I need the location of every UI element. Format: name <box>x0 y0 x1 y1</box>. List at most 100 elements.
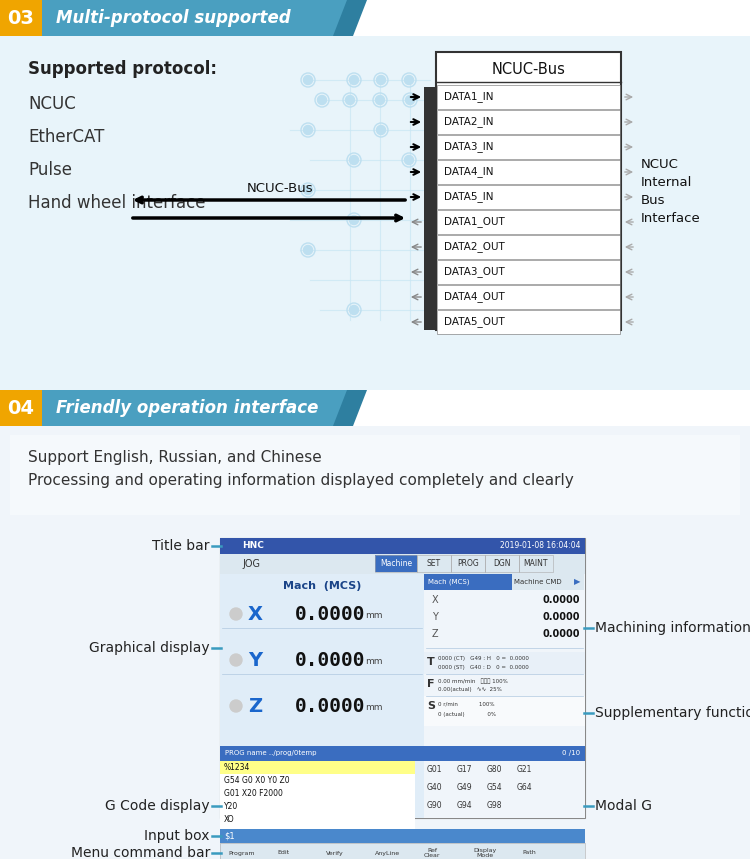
Text: ▶: ▶ <box>574 577 580 587</box>
Text: DATA5_IN: DATA5_IN <box>444 192 494 203</box>
Bar <box>220 746 585 761</box>
Text: NCUC-Bus: NCUC-Bus <box>491 62 566 76</box>
Text: Processing and operating information displayed completely and clearly: Processing and operating information dis… <box>28 473 574 488</box>
Bar <box>42 0 327 36</box>
Bar <box>417 555 451 572</box>
Text: $1: $1 <box>224 832 235 840</box>
Text: 0.0000: 0.0000 <box>295 698 365 716</box>
Bar <box>485 555 519 572</box>
Text: DATA2_OUT: DATA2_OUT <box>444 241 505 253</box>
Text: F: F <box>427 679 434 689</box>
Text: Supplementary functions: Supplementary functions <box>595 706 750 720</box>
Bar <box>437 285 620 309</box>
Text: HNC: HNC <box>242 541 264 551</box>
Text: Hand wheel interface: Hand wheel interface <box>28 194 206 212</box>
Circle shape <box>350 76 358 84</box>
Bar <box>424 652 585 674</box>
Text: 0.00 mm/min   丨丨丨 100%: 0.00 mm/min 丨丨丨 100% <box>438 678 508 684</box>
Text: 0 /10: 0 /10 <box>562 751 580 757</box>
Text: 03: 03 <box>8 9 34 27</box>
Text: 0 r/min            100%: 0 r/min 100% <box>438 701 494 706</box>
Circle shape <box>317 95 326 105</box>
Text: AnyLine: AnyLine <box>375 850 400 856</box>
Circle shape <box>304 246 313 254</box>
Bar <box>220 761 415 829</box>
Bar <box>437 160 620 184</box>
Text: NCUC
Internal
Bus
Interface: NCUC Internal Bus Interface <box>641 157 700 224</box>
Polygon shape <box>333 0 367 36</box>
Bar <box>220 774 415 787</box>
Bar <box>437 85 620 109</box>
Text: G Code display: G Code display <box>105 799 210 813</box>
Text: G17: G17 <box>457 765 472 773</box>
Text: Mach (MCS): Mach (MCS) <box>428 579 470 585</box>
Bar <box>437 235 620 259</box>
Text: Pulse: Pulse <box>28 161 72 179</box>
Circle shape <box>406 95 415 105</box>
Bar <box>424 696 585 726</box>
Bar <box>451 555 485 572</box>
Bar <box>220 538 585 554</box>
Bar <box>437 85 620 109</box>
Text: G21: G21 <box>517 765 532 773</box>
Text: G54 G0 X0 Y0 Z0: G54 G0 X0 Y0 Z0 <box>224 776 290 785</box>
Polygon shape <box>313 390 349 426</box>
Text: Program: Program <box>228 850 254 856</box>
Bar <box>220 800 415 813</box>
Bar <box>375 555 417 572</box>
Bar <box>519 555 553 572</box>
Text: Ref
Clear: Ref Clear <box>424 848 440 858</box>
Text: 04: 04 <box>8 399 34 417</box>
Text: Z: Z <box>432 629 439 639</box>
Text: Support English, Russian, and Chinese: Support English, Russian, and Chinese <box>28 450 322 465</box>
Bar <box>485 555 519 572</box>
Text: Input box: Input box <box>145 829 210 843</box>
Bar <box>42 390 327 426</box>
Text: mm: mm <box>365 611 382 619</box>
Text: DATA1_OUT: DATA1_OUT <box>444 216 505 228</box>
Bar <box>424 674 585 696</box>
Text: G64: G64 <box>517 783 532 791</box>
Circle shape <box>230 654 242 666</box>
Text: Path: Path <box>522 850 536 856</box>
Text: 0000 (ST)   G40 : D   0 =  0.0000: 0000 (ST) G40 : D 0 = 0.0000 <box>438 665 529 670</box>
Bar <box>424 87 436 330</box>
Text: 0000 (CT)   G49 : H   0 =  0.0000: 0000 (CT) G49 : H 0 = 0.0000 <box>438 656 529 661</box>
Circle shape <box>346 95 355 105</box>
Text: Edit: Edit <box>277 850 290 856</box>
Circle shape <box>230 700 242 712</box>
Text: Y20: Y20 <box>224 802 238 811</box>
Bar <box>437 135 620 159</box>
Bar <box>437 110 620 134</box>
Text: G80: G80 <box>487 765 502 773</box>
Text: 0.0000: 0.0000 <box>542 612 580 622</box>
Text: G90: G90 <box>427 801 442 809</box>
Text: X: X <box>432 595 439 605</box>
Text: DATA5_OUT: DATA5_OUT <box>444 317 505 327</box>
Circle shape <box>304 125 313 135</box>
Bar <box>437 135 620 159</box>
Text: 0 (actual)             0%: 0 (actual) 0% <box>438 712 496 717</box>
Text: 0.0000: 0.0000 <box>295 651 365 671</box>
Bar <box>437 210 620 234</box>
Circle shape <box>350 155 358 165</box>
Text: Display
Mode: Display Mode <box>473 848 496 858</box>
Polygon shape <box>333 390 367 426</box>
Text: %1234: %1234 <box>224 763 251 772</box>
Text: Machine: Machine <box>380 559 412 569</box>
Text: X: X <box>248 606 263 624</box>
Bar <box>375 555 417 572</box>
Circle shape <box>304 76 313 84</box>
Bar <box>0 36 750 390</box>
Bar <box>220 574 424 818</box>
Bar <box>437 235 620 259</box>
Text: G40: G40 <box>427 783 442 791</box>
Text: Z: Z <box>248 698 262 716</box>
Bar <box>519 555 553 572</box>
Bar <box>437 285 620 309</box>
Bar <box>0 390 42 426</box>
Text: 0.00(actual)   ∿∿  25%: 0.00(actual) ∿∿ 25% <box>438 687 502 692</box>
Text: DATA3_IN: DATA3_IN <box>444 142 494 152</box>
Text: Y: Y <box>248 651 262 671</box>
Bar <box>437 260 620 284</box>
